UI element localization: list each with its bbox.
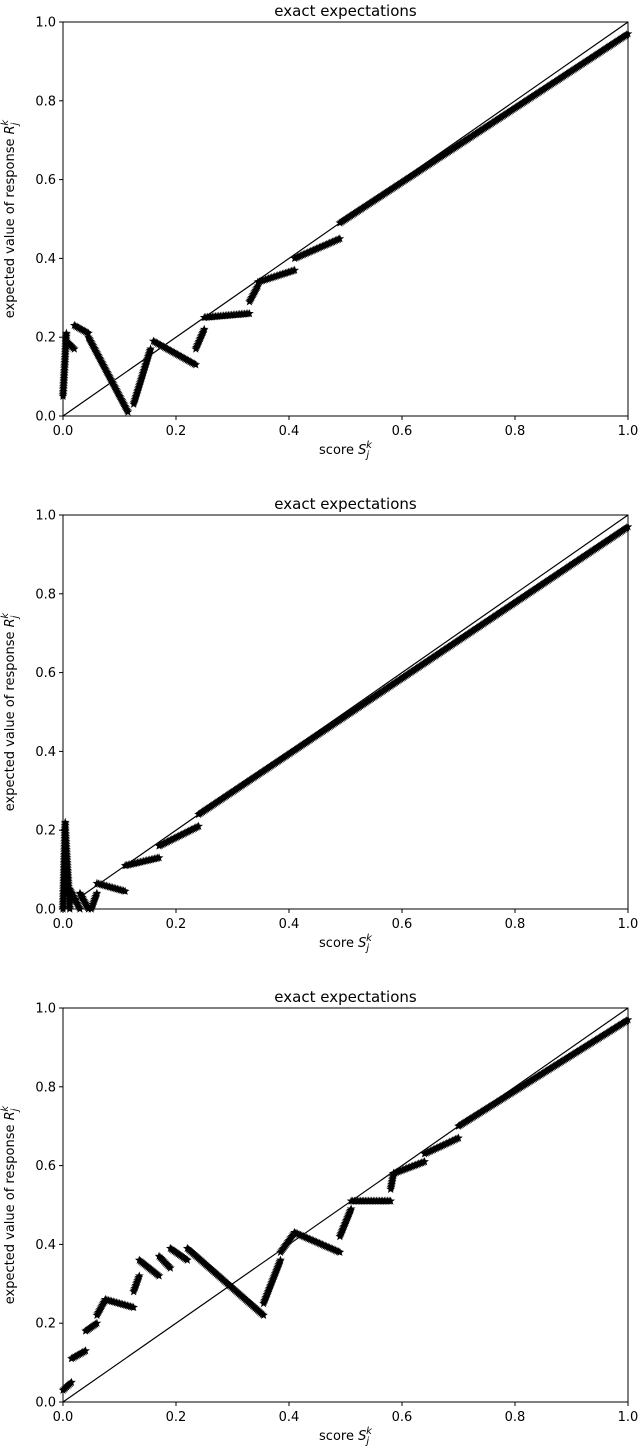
x-tick-label: 0.0 bbox=[53, 1410, 74, 1425]
y-tick-label: 0.4 bbox=[35, 1238, 56, 1253]
x-tick-label: 0.2 bbox=[166, 1410, 187, 1425]
y-tick-label: 0.2 bbox=[35, 824, 56, 839]
x-axis-label: score Sjk bbox=[319, 1426, 373, 1447]
axes-frame bbox=[62, 21, 629, 417]
chart-panel-2: exact expectations 0.0 0.2 0.4 0.6 0.8 1.0 0.0 0… bbox=[0, 495, 638, 954]
y-tick-label: 0.4 bbox=[35, 745, 56, 760]
x-tick-label: 0.2 bbox=[166, 917, 187, 932]
chart-panel-3: exact expectations 0.0 0.2 0.4 0.6 0.8 1.0 0.0 0… bbox=[0, 988, 638, 1447]
chart-title: exact expectations bbox=[274, 988, 417, 1006]
x-tick-label: 1.0 bbox=[618, 424, 639, 439]
y-axis-label: expected value of response Rjk bbox=[0, 119, 21, 319]
y-tick-label: 0.6 bbox=[35, 666, 56, 681]
y-tick-label: 0.2 bbox=[35, 331, 56, 346]
x-tick-label: 0.0 bbox=[53, 917, 74, 932]
chart-title: exact expectations bbox=[274, 2, 417, 20]
reference-line bbox=[62, 514, 629, 910]
y-tick-label: 0.8 bbox=[35, 94, 56, 109]
y-tick-label: 0.4 bbox=[35, 252, 56, 267]
y-tick-label: 0.8 bbox=[35, 587, 56, 602]
y-tick-label: 0.8 bbox=[35, 1080, 56, 1095]
y-tick-label: 0.6 bbox=[35, 1159, 56, 1174]
axes-frame bbox=[62, 1007, 629, 1403]
x-axis-label: score Sjk bbox=[319, 933, 373, 954]
x-tick-label: 0.2 bbox=[166, 424, 187, 439]
y-tick-label: 0.2 bbox=[35, 1317, 56, 1332]
reference-line bbox=[62, 21, 629, 417]
y-tick-label: 0.0 bbox=[35, 903, 56, 918]
reference-line bbox=[62, 1007, 629, 1403]
chart-title: exact expectations bbox=[274, 495, 417, 513]
y-tick-label: 0.0 bbox=[35, 1396, 56, 1411]
x-tick-label: 1.0 bbox=[618, 917, 639, 932]
x-tick-label: 0.6 bbox=[392, 1410, 413, 1425]
y-tick-label: 0.0 bbox=[35, 410, 56, 425]
x-tick-label: 0.8 bbox=[505, 1410, 526, 1425]
x-tick-label: 1.0 bbox=[618, 1410, 639, 1425]
x-tick-label: 0.8 bbox=[505, 917, 526, 932]
y-axis-label: expected value of response Rjk bbox=[0, 1105, 21, 1305]
x-tick-label: 0.6 bbox=[392, 917, 413, 932]
axes-frame bbox=[62, 514, 629, 910]
y-tick-label: 0.6 bbox=[35, 173, 56, 188]
data-points bbox=[58, 522, 633, 913]
chart-panel-1: exact expectations 0.0 0.2 0.4 0.6 0.8 1.0 0.0 0… bbox=[0, 2, 638, 461]
x-tick-label: 0.4 bbox=[279, 1410, 300, 1425]
x-tick-label: 0.8 bbox=[505, 424, 526, 439]
x-tick-label: 0.4 bbox=[279, 917, 300, 932]
x-axis-label: score Sjk bbox=[319, 440, 373, 461]
y-tick-label: 1.0 bbox=[35, 1002, 56, 1017]
x-tick-label: 0.6 bbox=[392, 424, 413, 439]
data-points bbox=[58, 29, 633, 416]
y-tick-label: 1.0 bbox=[35, 16, 56, 31]
x-tick-label: 0.4 bbox=[279, 424, 300, 439]
x-tick-label: 0.0 bbox=[53, 424, 74, 439]
y-tick-label: 1.0 bbox=[35, 509, 56, 524]
y-axis-label: expected value of response Rjk bbox=[0, 612, 21, 812]
